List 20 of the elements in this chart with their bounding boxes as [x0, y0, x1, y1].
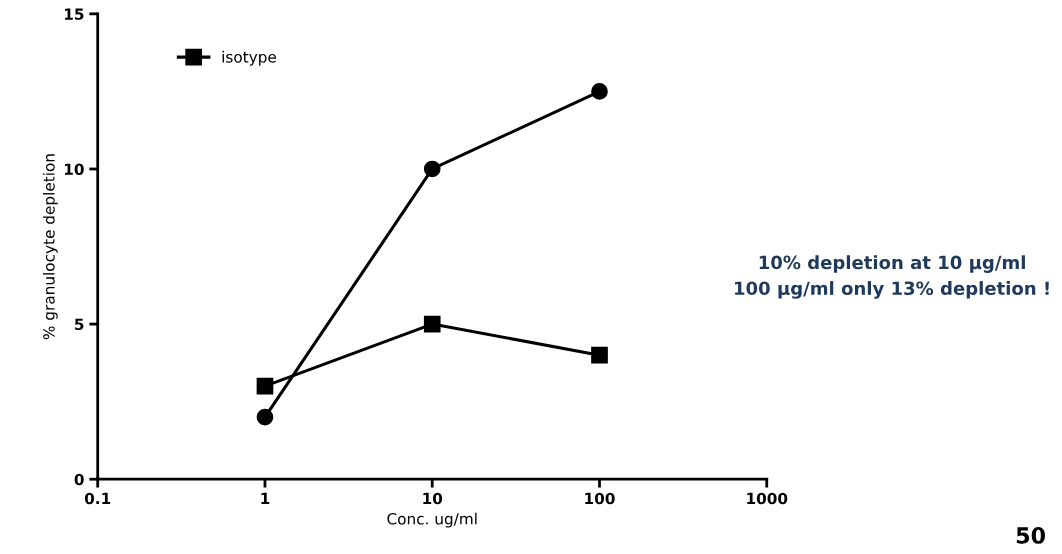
- annotation: 10% depletion at 10 µg/ml 100 µg/ml only 13% depletion !: [735, 255, 1049, 299]
- point: [591, 83, 608, 100]
- point: [423, 315, 441, 333]
- text: 50: [1016, 527, 1046, 544]
- point: [256, 377, 274, 395]
- point: [256, 408, 274, 426]
- y-tick-label: 15: [64, 8, 84, 20]
- point: [423, 160, 441, 178]
- y-axis-title: % granulocyte depletion: [42, 154, 58, 340]
- x-tick-label: 1000: [747, 492, 788, 505]
- x-tick-label: 1: [261, 492, 270, 505]
- x-tick-label: 0.1: [84, 492, 111, 505]
- legend-label: isotype: [222, 50, 277, 66]
- x-tick-label: 10: [423, 492, 443, 505]
- y-tick-label: 5: [75, 318, 84, 331]
- y-tick-label: 10: [64, 163, 84, 175]
- point: [591, 346, 608, 364]
- x-tick-label: 100: [585, 492, 615, 505]
- y-tick-label: 0: [74, 473, 84, 486]
- x-axis-title: Conc. ug/ml: [387, 512, 477, 528]
